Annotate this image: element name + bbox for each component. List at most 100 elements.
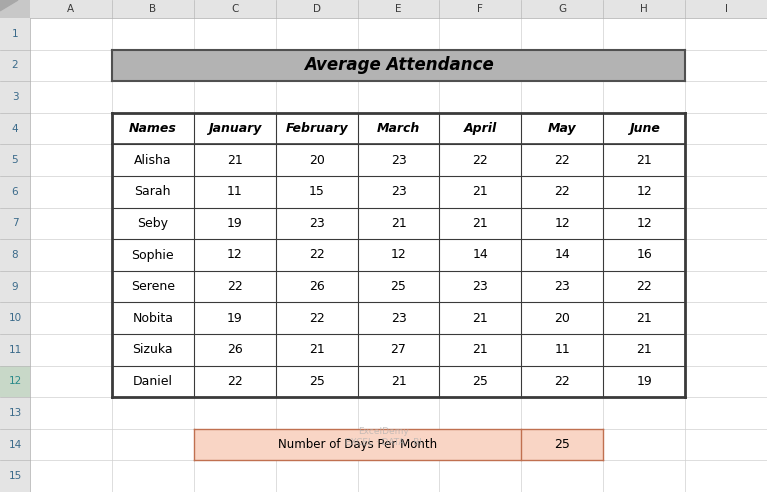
Text: Nobita: Nobita: [133, 312, 173, 325]
Text: 21: 21: [309, 343, 324, 356]
Bar: [0, 50, 30, 81]
Bar: [0, 271, 30, 303]
Bar: [0, 208, 30, 239]
Text: 4: 4: [12, 123, 18, 134]
Text: 12: 12: [390, 248, 407, 262]
Text: 23: 23: [390, 154, 407, 167]
Text: 22: 22: [227, 280, 242, 293]
Text: 21: 21: [637, 154, 652, 167]
Bar: [0, 303, 30, 334]
Text: 14: 14: [555, 248, 570, 262]
Text: 1: 1: [12, 29, 18, 39]
Bar: [522, 0, 603, 18]
Text: 22: 22: [472, 154, 489, 167]
Text: C: C: [231, 4, 239, 14]
Text: 22: 22: [555, 375, 570, 388]
Text: G: G: [558, 4, 566, 14]
Text: 12: 12: [8, 376, 21, 386]
Text: Serene: Serene: [131, 280, 175, 293]
Text: ExcelDemy
EXCEL · DATA · BI: ExcelDemy EXCEL · DATA · BI: [345, 427, 422, 447]
Text: 15: 15: [308, 185, 324, 198]
Text: 27: 27: [390, 343, 407, 356]
Bar: [522, 429, 603, 461]
Text: 3: 3: [12, 92, 18, 102]
Text: 11: 11: [227, 185, 242, 198]
Text: April: April: [464, 122, 497, 135]
Text: B: B: [150, 4, 156, 14]
Bar: [194, 0, 275, 18]
Bar: [0, 429, 30, 461]
Text: 23: 23: [472, 280, 489, 293]
Text: 21: 21: [472, 217, 489, 230]
Text: February: February: [285, 122, 348, 135]
Text: 15: 15: [8, 471, 21, 481]
Text: 5: 5: [12, 155, 18, 165]
Text: Daniel: Daniel: [133, 375, 173, 388]
Text: 22: 22: [227, 375, 242, 388]
Text: 25: 25: [308, 375, 324, 388]
Text: 20: 20: [555, 312, 570, 325]
Text: 21: 21: [227, 154, 242, 167]
Text: 22: 22: [555, 185, 570, 198]
Text: 23: 23: [309, 217, 324, 230]
Text: May: May: [548, 122, 577, 135]
Text: 21: 21: [472, 343, 489, 356]
Text: 2: 2: [12, 61, 18, 70]
Text: 22: 22: [637, 280, 652, 293]
Text: 12: 12: [637, 217, 652, 230]
Text: 12: 12: [227, 248, 242, 262]
Text: 11: 11: [8, 345, 21, 355]
Text: 22: 22: [309, 312, 324, 325]
Text: 26: 26: [309, 280, 324, 293]
Bar: [194, 429, 522, 461]
Text: 21: 21: [637, 343, 652, 356]
Bar: [0, 144, 30, 176]
Text: 21: 21: [472, 185, 489, 198]
Bar: [357, 0, 439, 18]
Text: 22: 22: [555, 154, 570, 167]
Text: Number of Days Per Month: Number of Days Per Month: [278, 438, 437, 451]
Bar: [0, 397, 30, 429]
Bar: [685, 0, 767, 18]
Text: 25: 25: [472, 375, 489, 388]
Text: 21: 21: [390, 375, 407, 388]
Bar: [112, 50, 685, 81]
Text: 14: 14: [472, 248, 489, 262]
Text: 21: 21: [390, 217, 407, 230]
Bar: [0, 334, 30, 366]
Bar: [0, 18, 30, 50]
Text: 10: 10: [8, 313, 21, 323]
Text: 13: 13: [8, 408, 21, 418]
Text: Sizuka: Sizuka: [133, 343, 173, 356]
Text: 11: 11: [555, 343, 570, 356]
Text: Seby: Seby: [137, 217, 168, 230]
Text: June: June: [629, 122, 660, 135]
Text: A: A: [67, 4, 74, 14]
Bar: [30, 0, 112, 18]
Text: Names: Names: [129, 122, 176, 135]
Bar: [112, 0, 194, 18]
Bar: [0, 81, 30, 113]
Text: D: D: [313, 4, 321, 14]
Text: March: March: [377, 122, 420, 135]
Text: 8: 8: [12, 250, 18, 260]
Bar: [0, 461, 30, 492]
Text: 16: 16: [637, 248, 652, 262]
Text: 7: 7: [12, 218, 18, 228]
Text: 20: 20: [308, 154, 324, 167]
Text: 12: 12: [555, 217, 570, 230]
Text: 21: 21: [472, 312, 489, 325]
Bar: [275, 0, 357, 18]
Text: I: I: [725, 4, 728, 14]
Text: January: January: [208, 122, 262, 135]
Bar: [439, 0, 522, 18]
Text: 19: 19: [637, 375, 652, 388]
Text: 25: 25: [555, 438, 570, 451]
Text: E: E: [395, 4, 402, 14]
Text: Sophie: Sophie: [131, 248, 174, 262]
Bar: [0, 176, 30, 208]
Text: Alisha: Alisha: [134, 154, 172, 167]
Text: 19: 19: [227, 217, 242, 230]
Text: 23: 23: [390, 185, 407, 198]
Bar: [0, 239, 30, 271]
